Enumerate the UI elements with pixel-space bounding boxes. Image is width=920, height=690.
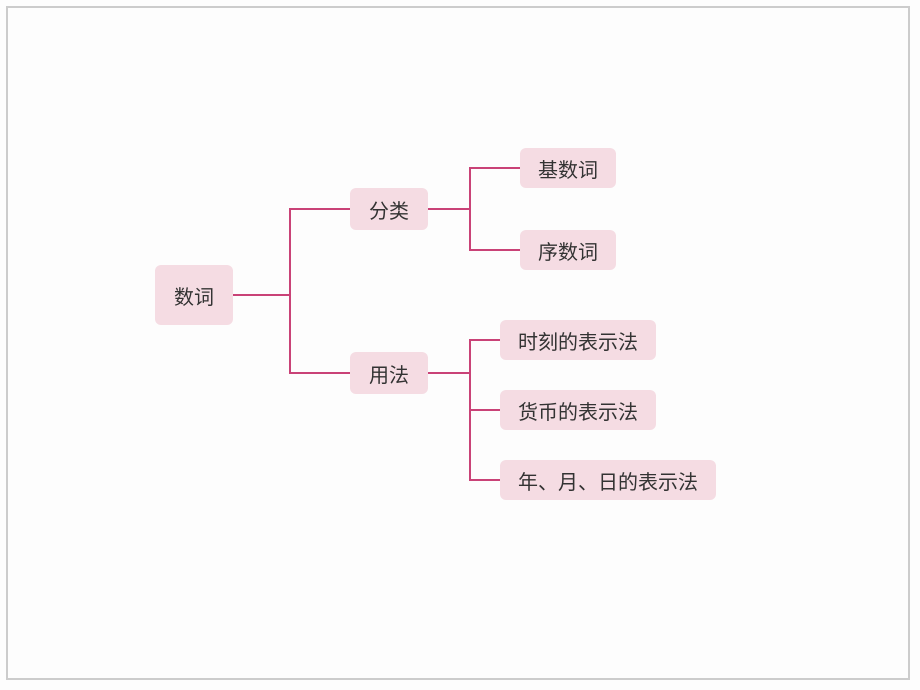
tree-node-date: 年、月、日的表示法: [500, 460, 716, 500]
tree-node-card: 基数词: [520, 148, 616, 188]
tree-node-usage: 用法: [350, 352, 428, 394]
tree-node-ord: 序数词: [520, 230, 616, 270]
diagram-frame: [6, 6, 910, 680]
tree-node-time: 时刻的表示法: [500, 320, 656, 360]
tree-node-cat: 分类: [350, 188, 428, 230]
tree-node-money: 货币的表示法: [500, 390, 656, 430]
tree-node-root: 数词: [155, 265, 233, 325]
